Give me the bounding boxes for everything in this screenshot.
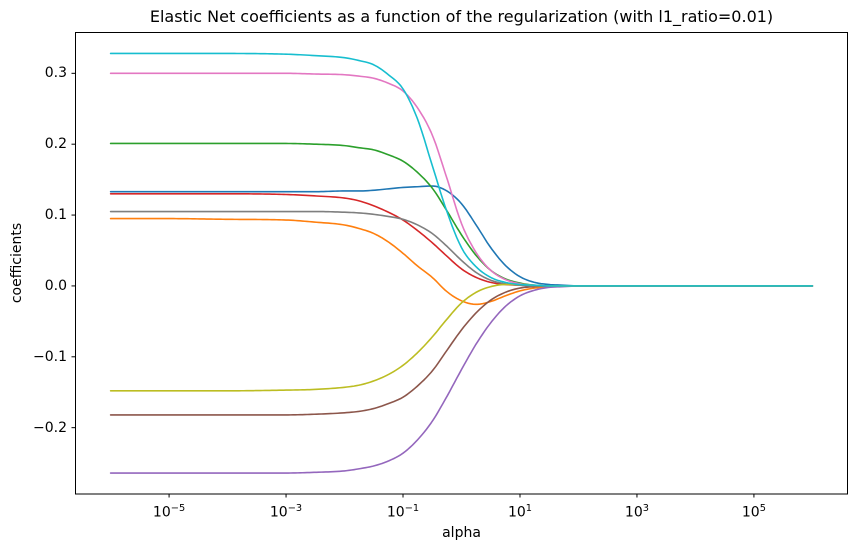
- x-tick-label: 101: [507, 503, 533, 521]
- y-tick-label: 0.3: [44, 65, 67, 82]
- x-tick-label: 103: [624, 503, 649, 521]
- series-line-green: [109, 142, 814, 287]
- series-line-brown: [109, 285, 814, 416]
- x-tick-label: 10−1: [386, 503, 420, 521]
- x-tick-label: 10−3: [269, 503, 303, 521]
- y-tick-label: 0.0: [44, 277, 67, 294]
- y-tick-label: 0.1: [44, 207, 67, 224]
- series-line-red: [109, 193, 814, 287]
- series-line-purple: [109, 285, 814, 474]
- chart-title: Elastic Net coefficients as a function o…: [149, 7, 774, 26]
- y-tick-label: −0.1: [33, 348, 67, 365]
- x-tick-label: 10−5: [152, 503, 186, 521]
- plot-frame: [75, 32, 848, 495]
- series-line-pink: [109, 72, 814, 287]
- series-line-cyan: [109, 52, 814, 287]
- y-tick-label: 0.2: [44, 136, 67, 153]
- x-tick-label: 105: [741, 503, 766, 521]
- x-axis-label: alpha: [442, 525, 481, 541]
- y-tick-label: −0.2: [33, 419, 67, 436]
